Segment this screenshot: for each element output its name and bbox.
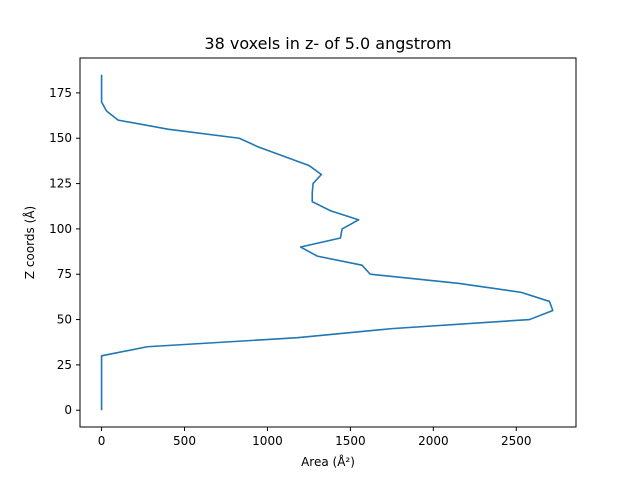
x-axis-label: Area (Å²) <box>301 454 355 469</box>
y-tick-label: 75 <box>57 267 72 281</box>
y-axis: 0 25 50 75 100 125 150 175 <box>49 86 80 417</box>
y-tick-label: 50 <box>57 313 72 327</box>
plot-series <box>100 74 554 411</box>
x-tick-label: 2000 <box>418 434 449 448</box>
plot-frame <box>79 57 577 428</box>
x-tick-label: 1000 <box>252 434 283 448</box>
series-line <box>100 74 554 411</box>
x-axis: 0 500 1000 1500 2000 2500 <box>98 427 532 448</box>
y-tick-label: 125 <box>49 177 72 191</box>
y-axis-label: Z coords (Å) <box>22 206 37 279</box>
chart-title: 38 voxels in z- of 5.0 angstrom <box>204 34 451 53</box>
x-tick-label: 0 <box>98 434 106 448</box>
y-tick-label: 25 <box>57 358 72 372</box>
y-tick-label: 100 <box>49 222 72 236</box>
x-tick-label: 500 <box>173 434 196 448</box>
x-tick-label: 1500 <box>335 434 366 448</box>
x-tick-label: 2500 <box>501 434 532 448</box>
y-tick-label: 175 <box>49 86 72 100</box>
y-tick-label: 150 <box>49 131 72 145</box>
y-tick-label: 0 <box>64 403 72 417</box>
